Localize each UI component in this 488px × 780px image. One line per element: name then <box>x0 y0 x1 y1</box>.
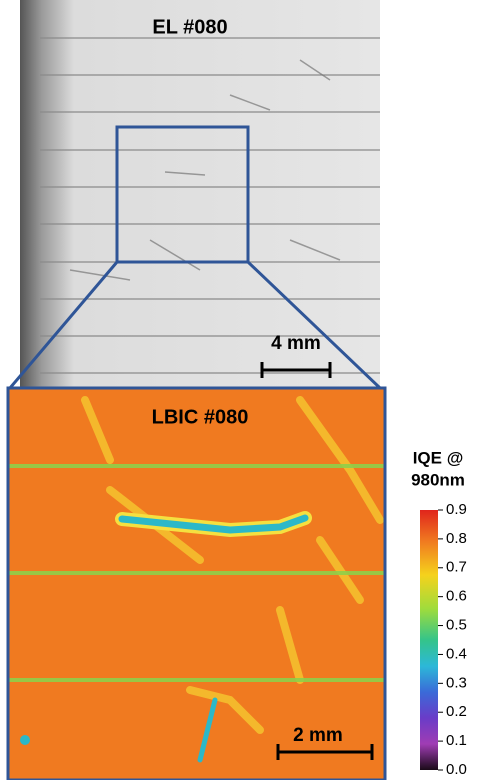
figure: EL #080 4 mm LBIC #080 2 mm IQE @ 980nm … <box>0 0 488 780</box>
colorbar-tick-label: 0.5 <box>446 617 467 634</box>
scale-bar-label: 2 mm <box>293 725 343 746</box>
colorbar-tick-label: 0.0 <box>446 761 467 778</box>
el-image <box>20 0 380 390</box>
colorbar-tick-label: 0.9 <box>446 501 467 518</box>
colorbar-title: IQE @ <box>413 448 464 467</box>
colorbar-title: 980nm <box>411 470 465 489</box>
colorbar-tick-label: 0.4 <box>446 645 467 662</box>
colorbar-tick-label: 0.6 <box>446 588 467 605</box>
colorbar <box>420 510 438 770</box>
lbic-label: LBIC #080 <box>152 406 249 428</box>
colorbar-tick-label: 0.7 <box>446 559 467 576</box>
el-label: EL #080 <box>152 16 227 38</box>
colorbar-tick-label: 0.3 <box>446 674 467 691</box>
lbic-map <box>8 388 385 780</box>
scale-bar-label: 4 mm <box>271 333 321 354</box>
colorbar-tick-label: 0.1 <box>446 732 467 749</box>
colorbar-tick-label: 0.8 <box>446 530 467 547</box>
colorbar-tick-label: 0.2 <box>446 703 467 720</box>
